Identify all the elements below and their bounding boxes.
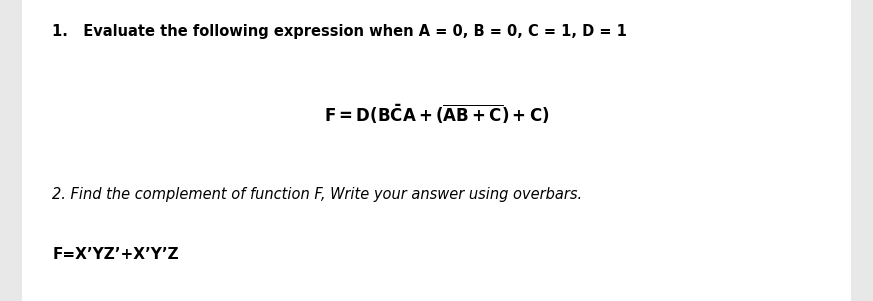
Text: 2. Find the complement of function F, Write your answer using overbars.: 2. Find the complement of function F, Wr… <box>52 187 582 202</box>
Text: F=X’YZ’+X’Y’Z: F=X’YZ’+X’Y’Z <box>52 247 179 262</box>
Text: $\mathbf{F = D(B\bar{C}A+(\overline{AB+C})+C)}$: $\mathbf{F = D(B\bar{C}A+(\overline{AB+C… <box>324 102 549 126</box>
Text: 1.   Evaluate the following expression when A = 0, B = 0, C = 1, D = 1: 1. Evaluate the following expression whe… <box>52 24 628 39</box>
FancyBboxPatch shape <box>22 0 851 301</box>
